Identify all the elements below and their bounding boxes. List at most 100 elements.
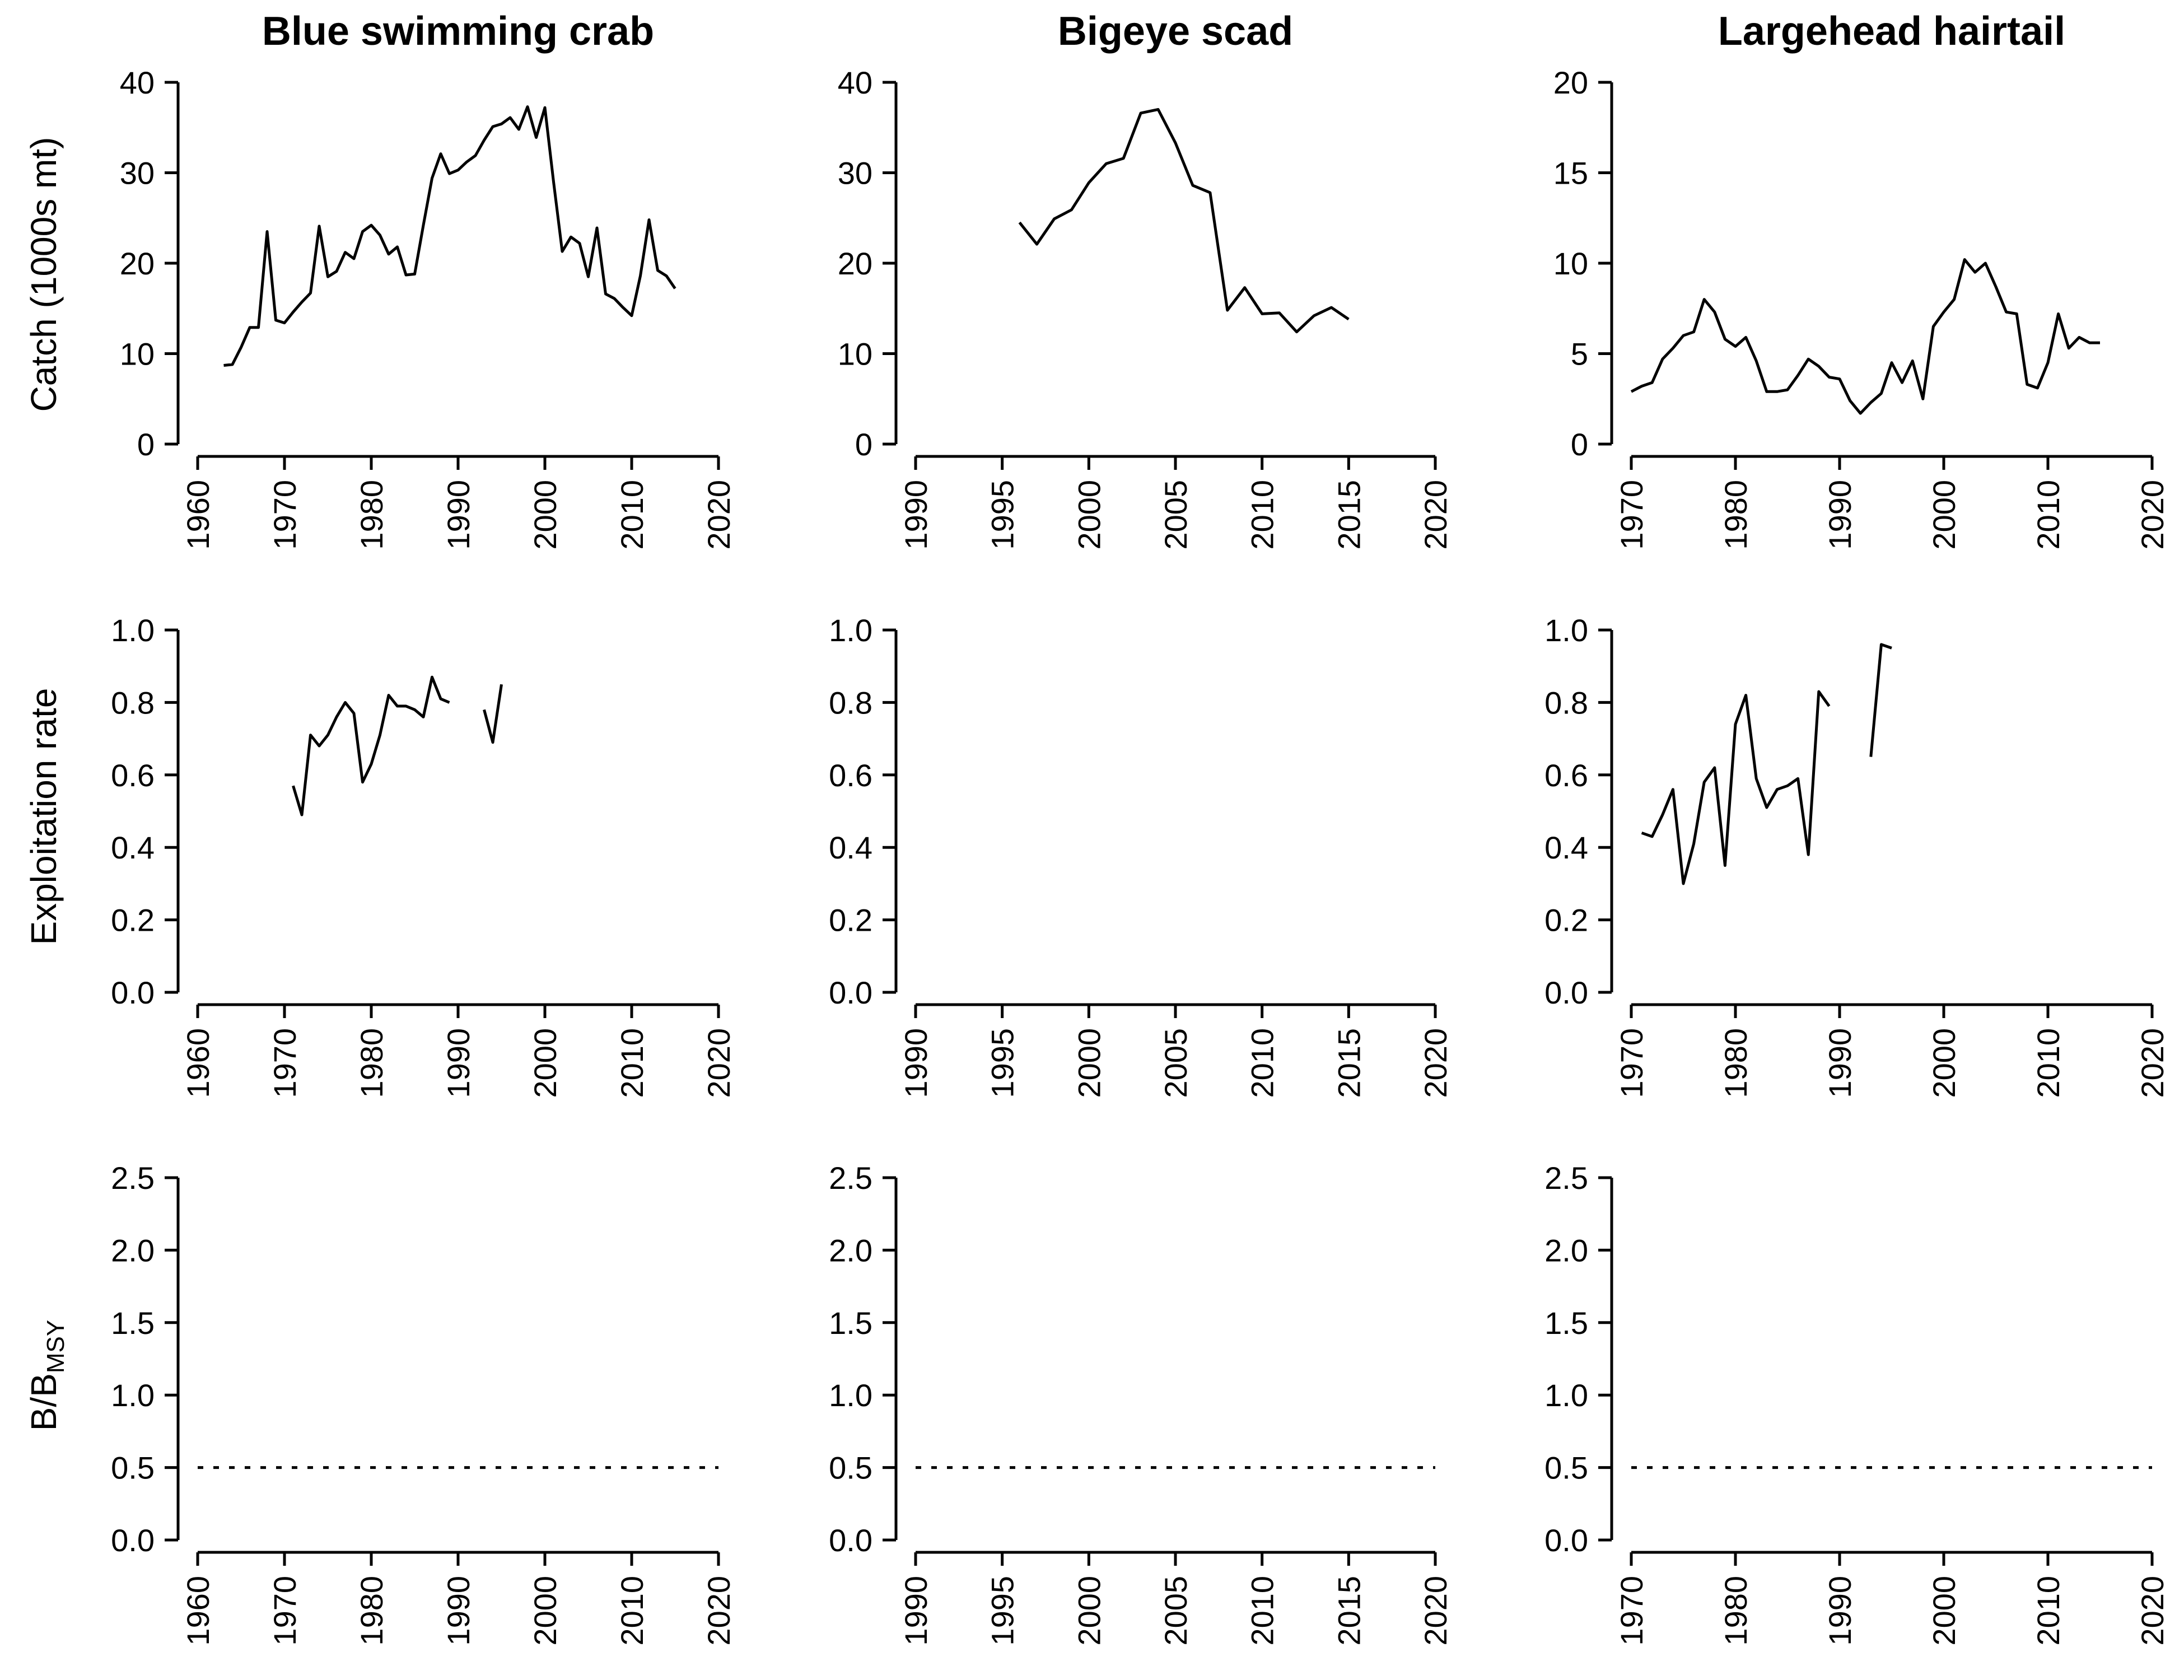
panel-biomass-bigeye-scad-x-axis: 1990 1995 2000 2005 2010 2015 2020 (898, 1551, 1453, 1646)
panel-biomass-bigeye-scad-y-tick-label: 1.0 (829, 1378, 872, 1413)
panel-catch-bigeye-scad-y-tick-label: 0 (855, 427, 872, 462)
biomass-row-label-main: B/B (24, 1373, 64, 1431)
panel-catch-bigeye-scad-y-tick-label: 10 (838, 337, 872, 372)
panel-exploitation-largehead-hairtail-x-tick-label: 2020 (2135, 1028, 2170, 1098)
panel-catch-largehead-hairtail-x-tick-label: 1980 (1718, 480, 1753, 550)
panel-biomass-largehead-hairtail-x-axis: 1970 1980 1990 2000 2010 2020 (1614, 1551, 2170, 1646)
panel-biomass-largehead-hairtail-x-tick-label: 2000 (1926, 1576, 1962, 1646)
panel-catch-blue-swimming-crab-y-axis: 0 10 20 30 40 (120, 65, 180, 462)
panel-biomass-blue-swimming-crab-y-tick-label: 0.5 (111, 1450, 155, 1486)
panel-exploitation-largehead-hairtail-x-tick-label: 2000 (1926, 1028, 1962, 1098)
panel-exploitation-blue-swimming-crab-y-tick-label: 0.4 (111, 830, 155, 865)
svg-text:B/BMSY: B/BMSY (24, 1320, 69, 1431)
panel-catch-bigeye-scad-x-tick-label: 2010 (1245, 480, 1280, 550)
panel-exploitation-blue-swimming-crab-y-axis: 0.0 0.2 0.4 0.6 0.8 1.0 (111, 613, 180, 1010)
panel-catch-blue-swimming-crab-x-tick-label: 2010 (614, 480, 650, 550)
panel-exploitation-bigeye-scad-y-axis: 0.0 0.2 0.4 0.6 0.8 1.0 (829, 613, 898, 1010)
panel-exploitation-bigeye-scad-y-tick-label: 0.0 (829, 975, 872, 1010)
panel-biomass-bigeye-scad-y-tick-label: 2.5 (829, 1160, 872, 1196)
panel-biomass-blue-swimming-crab-x-tick-label: 1960 (180, 1576, 216, 1646)
panel-catch-largehead-hairtail-y-tick-label: 5 (1571, 337, 1588, 372)
panel-catch-bigeye-scad-y-axis: 0 10 20 30 40 (838, 65, 898, 462)
panel-exploitation-blue-swimming-crab-y-tick-label: 1.0 (111, 613, 155, 648)
exploitation-row-label: Exploitation rate (24, 688, 64, 945)
panel-biomass-largehead-hairtail-y-tick-label: 1.5 (1544, 1305, 1588, 1341)
panel-exploitation-largehead-hairtail-y-tick-label: 1.0 (1544, 613, 1588, 648)
panel-exploitation-bigeye-scad-x-tick-label: 1990 (898, 1028, 934, 1098)
panel-biomass-blue-swimming-crab-y-tick-label: 1.0 (111, 1378, 155, 1413)
panel-exploitation-bigeye-scad-y-tick-label: 0.8 (829, 685, 872, 720)
panel-biomass-largehead-hairtail-x-tick-label: 1990 (1822, 1576, 1858, 1646)
panel-exploitation-blue-swimming-crab-y-tick-label: 0.0 (111, 975, 155, 1010)
panel-exploitation-largehead-hairtail-y-tick-label: 0.0 (1544, 975, 1588, 1010)
panel-exploitation-largehead-hairtail-x-axis: 1970 1980 1990 2000 2010 2020 (1614, 1003, 2170, 1098)
panel-catch-bigeye-scad-y-tick-label: 40 (838, 65, 872, 100)
panel-catch-largehead-hairtail: Largehead hairtail 0 5 10 15 20 1970 1980 1990 20… (1553, 9, 2170, 550)
panel-biomass-largehead-hairtail-y-tick-label: 0.5 (1544, 1450, 1588, 1486)
panel-catch-bigeye-scad-x-tick-label: 1990 (898, 480, 934, 550)
panel-biomass-blue-swimming-crab-y-tick-label: 1.5 (111, 1305, 155, 1341)
panel-exploitation-bigeye-scad-x-tick-label: 2015 (1331, 1028, 1366, 1098)
panel-biomass-blue-swimming-crab-y-tick-label: 2.0 (111, 1233, 155, 1268)
panel-biomass-bigeye-scad-y-tick-label: 1.5 (829, 1305, 872, 1341)
panel-biomass-bigeye-scad-y-tick-label: 0.0 (829, 1523, 872, 1558)
panel-catch-bigeye-scad-x-axis: 1990 1995 2000 2005 2010 2015 2020 (898, 455, 1453, 550)
panel-biomass-largehead-hairtail-x-tick-label: 2010 (2031, 1576, 2066, 1646)
panel-catch-bigeye-scad: Bigeye scad 0 10 20 30 40 1990 1995 2000 2005 2010… (838, 9, 1453, 550)
panel-exploitation-bigeye-scad-x-tick-label: 2000 (1071, 1028, 1107, 1098)
panel-exploitation-blue-swimming-crab-x-axis: 1960 1970 1980 1990 2000 2010 2020 (180, 1003, 736, 1098)
panel-catch-largehead-hairtail-y-tick-label: 0 (1571, 427, 1588, 462)
panel-biomass-blue-swimming-crab-x-tick-label: 1980 (354, 1576, 389, 1646)
panel-exploitation-blue-swimming-crab-series-line-segment-1 (292, 675, 450, 816)
panel-catch-largehead-hairtail-title: Largehead hairtail (1718, 9, 2065, 54)
panel-catch-blue-swimming-crab-y-tick-label: 20 (120, 246, 155, 281)
panel-catch-blue-swimming-crab-y-tick-label: 30 (120, 156, 155, 191)
panel-biomass-largehead-hairtail-y-tick-label: 0.0 (1544, 1523, 1588, 1558)
panel-exploitation-bigeye-scad-y-tick-label: 0.4 (829, 830, 872, 865)
panel-biomass-bigeye-scad-y-axis: 0.0 0.5 1.0 1.5 2.0 2.5 (829, 1160, 898, 1558)
panel-exploitation-bigeye-scad-x-tick-label: 2005 (1158, 1028, 1193, 1098)
panel-catch-bigeye-scad-series-line (1018, 108, 1350, 334)
panel-exploitation-bigeye-scad-x-tick-label: 1995 (985, 1028, 1020, 1098)
panel-exploitation-largehead-hairtail-y-tick-label: 0.4 (1544, 830, 1588, 865)
panel-exploitation-largehead-hairtail-y-axis: 0.0 0.2 0.4 0.6 0.8 1.0 (1544, 613, 1613, 1010)
panel-biomass-blue-swimming-crab: 0.0 0.5 1.0 1.5 2.0 2.5 1960 1970 1980 1990 2000 20… (111, 1160, 736, 1646)
panel-catch-bigeye-scad-y-tick-label: 30 (838, 156, 872, 191)
panel-catch-blue-swimming-crab-y-tick-label: 0 (137, 427, 155, 462)
panel-biomass-blue-swimming-crab-x-axis: 1960 1970 1980 1990 2000 2010 2020 (180, 1551, 736, 1646)
panel-exploitation-blue-swimming-crab-x-tick-label: 1990 (441, 1028, 476, 1098)
panel-catch-bigeye-scad-y-tick-label: 20 (838, 246, 872, 281)
panel-exploitation-blue-swimming-crab-x-tick-label: 1980 (354, 1028, 389, 1098)
panel-biomass-bigeye-scad-x-tick-label: 2000 (1071, 1576, 1107, 1646)
panel-biomass-blue-swimming-crab-x-tick-label: 1990 (441, 1576, 476, 1646)
panel-exploitation-bigeye-scad-y-tick-label: 0.6 (829, 758, 872, 793)
panel-catch-bigeye-scad-x-tick-label: 2015 (1331, 480, 1366, 550)
panel-grid: Blue swimming crab 0 10 20 30 40 1960 1970 1980 1… (111, 9, 2170, 1646)
panel-catch-largehead-hairtail-y-tick-label: 10 (1553, 246, 1588, 281)
panel-catch-bigeye-scad-x-tick-label: 2020 (1418, 480, 1453, 550)
panel-catch-blue-swimming-crab-x-tick-label: 1960 (180, 480, 216, 550)
panel-biomass-bigeye-scad-y-tick-label: 2.0 (829, 1233, 872, 1268)
panel-exploitation-largehead-hairtail-x-tick-label: 1980 (1718, 1028, 1753, 1098)
panel-biomass-largehead-hairtail-x-tick-label: 2020 (2135, 1576, 2170, 1646)
panel-biomass-largehead-hairtail-x-tick-label: 1980 (1718, 1576, 1753, 1646)
panel-catch-bigeye-scad-x-tick-label: 1995 (985, 480, 1020, 550)
biomass-row-label-subscript: MSY (42, 1320, 69, 1373)
panel-catch-largehead-hairtail-x-tick-label: 2000 (1926, 480, 1962, 550)
panel-biomass-bigeye-scad-x-tick-label: 2005 (1158, 1576, 1193, 1646)
panel-catch-blue-swimming-crab-y-tick-label: 10 (120, 337, 155, 372)
panel-exploitation-bigeye-scad-x-tick-label: 2010 (1245, 1028, 1280, 1098)
panel-catch-bigeye-scad-x-tick-label: 2005 (1158, 480, 1193, 550)
panel-exploitation-blue-swimming-crab-x-tick-label: 2010 (614, 1028, 650, 1098)
panel-exploitation-blue-swimming-crab-y-tick-label: 0.2 (111, 903, 155, 938)
panel-biomass-bigeye-scad-x-tick-label: 2015 (1331, 1576, 1366, 1646)
panel-catch-largehead-hairtail-x-axis: 1970 1980 1990 2000 2010 2020 (1614, 455, 2170, 550)
panel-biomass-bigeye-scad-y-tick-label: 0.5 (829, 1450, 872, 1486)
panel-exploitation-largehead-hairtail-y-tick-label: 0.6 (1544, 758, 1588, 793)
panel-catch-blue-swimming-crab-title: Blue swimming crab (262, 9, 654, 54)
panel-biomass-bigeye-scad-x-tick-label: 1990 (898, 1576, 934, 1646)
panel-biomass-bigeye-scad: 0.0 0.5 1.0 1.5 2.0 2.5 1990 1995 2000 2005 2010 20… (829, 1160, 1453, 1646)
panel-biomass-largehead-hairtail-y-axis: 0.0 0.5 1.0 1.5 2.0 2.5 (1544, 1160, 1613, 1558)
panel-catch-blue-swimming-crab-series-line (223, 105, 676, 367)
